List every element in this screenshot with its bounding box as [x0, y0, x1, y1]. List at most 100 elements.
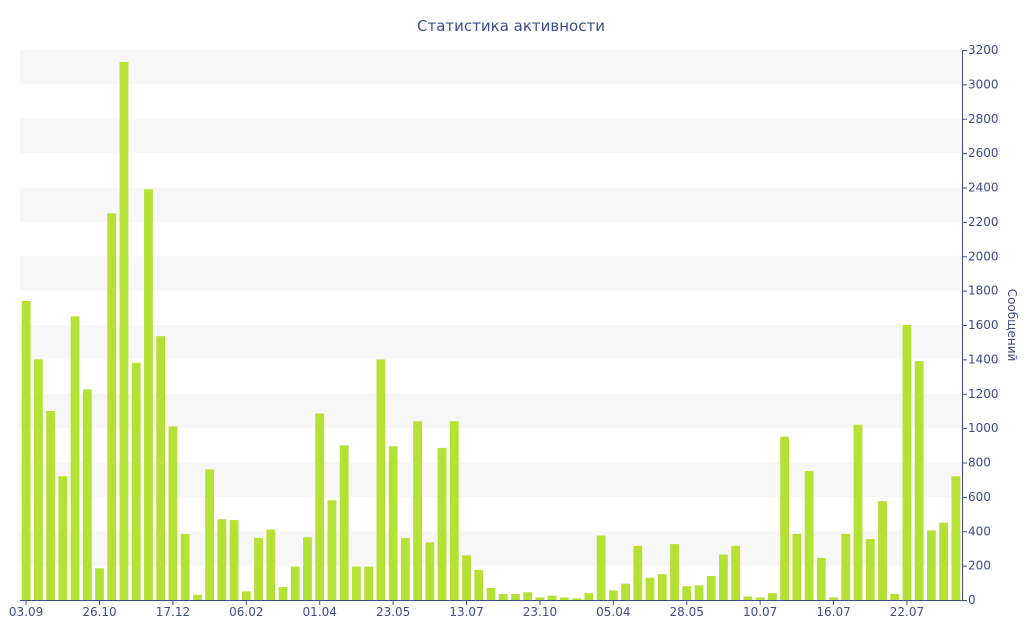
x-tick-label: 17.12 — [156, 605, 190, 619]
y-tick-label: 600 — [968, 490, 991, 504]
bar[interactable] — [364, 566, 374, 600]
bar[interactable] — [462, 555, 471, 600]
bar[interactable] — [376, 359, 386, 600]
bar[interactable] — [951, 476, 961, 600]
bar[interactable] — [621, 583, 630, 600]
bar[interactable] — [486, 587, 496, 600]
bar[interactable] — [792, 533, 802, 600]
bar[interactable] — [315, 413, 325, 600]
bar[interactable] — [927, 530, 936, 600]
bar[interactable] — [633, 545, 643, 600]
bar[interactable] — [58, 476, 68, 600]
bar[interactable] — [523, 592, 533, 600]
bar[interactable] — [425, 542, 435, 600]
bar[interactable] — [780, 436, 790, 600]
bar[interactable] — [46, 410, 55, 600]
x-tick-label: 10.07 — [743, 605, 777, 619]
x-tick-label: 05.04 — [596, 605, 630, 619]
grid-band — [20, 325, 962, 360]
bar[interactable] — [400, 538, 410, 600]
bar[interactable] — [352, 566, 361, 600]
bar[interactable] — [303, 537, 312, 600]
bar[interactable] — [694, 585, 704, 600]
y-tick-label: 1200 — [968, 387, 999, 401]
bar[interactable] — [878, 501, 887, 600]
y-tick-label: 2800 — [968, 112, 999, 126]
bar[interactable] — [939, 522, 949, 600]
bar[interactable] — [890, 593, 900, 600]
bar[interactable] — [107, 213, 117, 600]
bar[interactable] — [719, 554, 728, 600]
bar[interactable] — [841, 533, 851, 600]
bar[interactable] — [33, 359, 43, 600]
bar[interactable] — [731, 545, 741, 600]
y-tick-label: 1000 — [968, 421, 999, 435]
x-tick-label: 03.09 — [9, 605, 43, 619]
bar[interactable] — [767, 593, 777, 600]
bar[interactable] — [290, 566, 300, 600]
bar[interactable] — [816, 557, 826, 600]
y-tick-label: 1400 — [968, 352, 999, 366]
bar[interactable] — [645, 577, 655, 600]
bar[interactable] — [21, 300, 31, 600]
bar[interactable] — [254, 538, 263, 600]
bar[interactable] — [266, 529, 276, 600]
bar[interactable] — [670, 544, 679, 600]
y-tick-label: 3000 — [968, 77, 999, 91]
bar[interactable] — [119, 62, 129, 600]
bar[interactable] — [229, 520, 239, 600]
bar[interactable] — [474, 569, 484, 600]
bar[interactable] — [706, 575, 716, 600]
bar[interactable] — [70, 316, 80, 600]
bar[interactable] — [205, 469, 215, 600]
bar[interactable] — [804, 471, 814, 600]
bar[interactable] — [902, 325, 912, 600]
bar[interactable] — [853, 424, 863, 600]
bar[interactable] — [535, 597, 545, 600]
bar[interactable] — [511, 593, 520, 600]
bar[interactable] — [217, 519, 227, 600]
x-tick-label: 23.05 — [376, 605, 410, 619]
bar[interactable] — [131, 362, 141, 600]
bar[interactable] — [829, 597, 838, 600]
bar[interactable] — [914, 361, 924, 600]
grid-band — [20, 187, 962, 222]
bar[interactable] — [339, 445, 349, 600]
bar[interactable] — [327, 500, 337, 600]
bar[interactable] — [596, 535, 606, 600]
bar[interactable] — [572, 598, 582, 600]
x-tick-label: 13.07 — [449, 605, 483, 619]
bar[interactable] — [547, 595, 557, 600]
bar[interactable] — [657, 574, 667, 600]
bar[interactable] — [388, 446, 398, 600]
bar[interactable] — [584, 593, 594, 600]
grid-bands — [20, 50, 962, 566]
y-tick-label: 2200 — [968, 215, 999, 229]
bar[interactable] — [743, 596, 753, 600]
bar[interactable] — [156, 336, 166, 600]
bar[interactable] — [144, 189, 153, 600]
bar[interactable] — [241, 591, 251, 600]
bar[interactable] — [682, 586, 692, 600]
bars — [21, 62, 961, 600]
bar[interactable] — [95, 568, 104, 600]
bar[interactable] — [278, 587, 288, 600]
bar[interactable] — [498, 593, 508, 600]
bar[interactable] — [82, 389, 92, 600]
bar[interactable] — [865, 538, 875, 600]
grid-band — [20, 393, 962, 429]
bar[interactable] — [192, 594, 202, 600]
bar[interactable] — [608, 590, 618, 600]
bar[interactable] — [168, 426, 178, 600]
bar[interactable] — [559, 597, 569, 600]
y-tick-label: 1800 — [968, 284, 999, 298]
x-tick-label: 01.04 — [303, 605, 337, 619]
bar[interactable] — [413, 421, 423, 600]
bar[interactable] — [437, 447, 447, 600]
bar[interactable] — [180, 533, 190, 600]
bar[interactable] — [449, 421, 459, 600]
y-tick-label: 2400 — [968, 181, 999, 195]
bar[interactable] — [755, 597, 765, 600]
